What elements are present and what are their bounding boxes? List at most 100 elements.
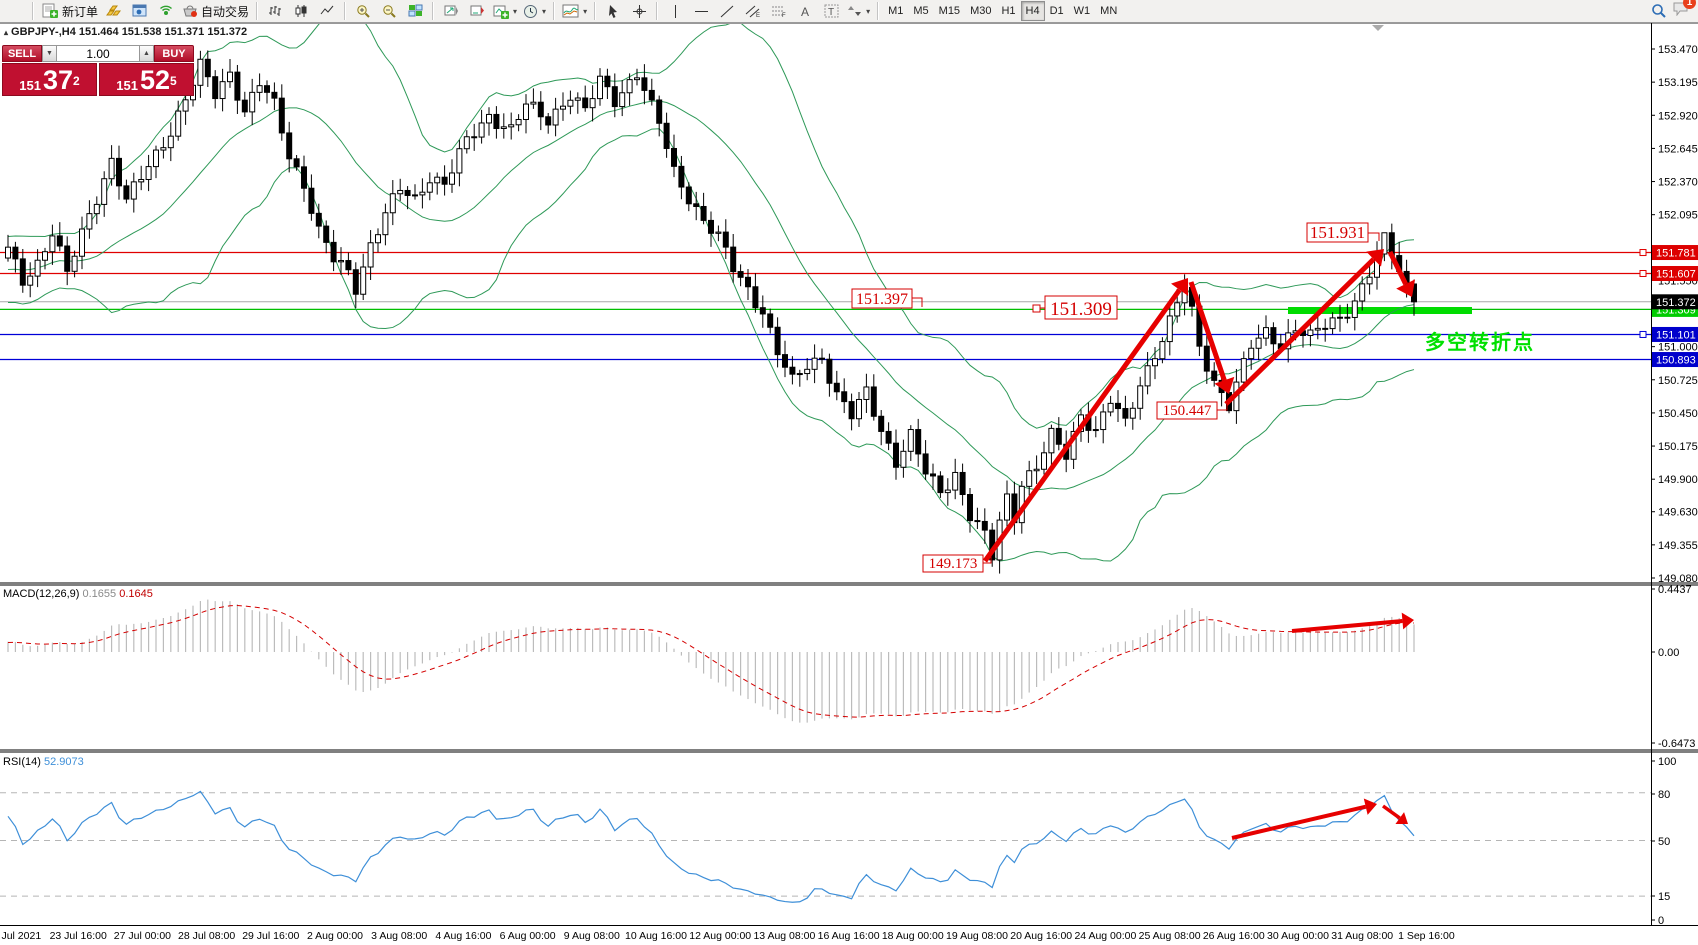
trend-arrows[interactable] <box>982 249 1416 563</box>
svg-text:149.900: 149.900 <box>1658 474 1698 486</box>
templates-button[interactable]: ▾ <box>559 0 590 22</box>
hline-button[interactable] <box>688 0 714 22</box>
signals-button[interactable] <box>153 0 179 22</box>
one-click-trading-panel: SELL ▼ 1.00 ▲ BUY 151 37 2 151 52 5 <box>2 45 194 96</box>
timeframe-button-d1[interactable]: D1 <box>1049 5 1064 17</box>
trendline-button[interactable] <box>714 0 740 22</box>
svg-text:3 Aug 08:00: 3 Aug 08:00 <box>371 930 427 942</box>
autotrade-icon <box>182 4 198 18</box>
callout-149.173[interactable]: 149.173 <box>922 554 992 573</box>
notifications-button[interactable]: 1 <box>1673 0 1696 21</box>
channel-button[interactable]: E <box>740 0 766 22</box>
cursor-button[interactable] <box>600 0 626 22</box>
svg-text:25 Aug 08:00: 25 Aug 08:00 <box>1139 930 1201 942</box>
crosshair-icon <box>632 4 647 19</box>
buy-price-prefix: 151 <box>116 78 138 93</box>
svg-text:150.450: 150.450 <box>1658 408 1698 420</box>
chart-cursor-icon <box>2 0 28 22</box>
tile-windows-icon <box>408 4 423 18</box>
line-endpoint-marker[interactable] <box>1639 330 1647 338</box>
macd-arrow[interactable] <box>1291 612 1414 633</box>
svg-text:2 Aug 00:00: 2 Aug 00:00 <box>307 930 363 942</box>
new-chart-icon <box>493 4 510 19</box>
svg-text:E: E <box>756 13 760 18</box>
label-icon: T <box>824 4 839 18</box>
arrows-button[interactable]: ▾ <box>844 0 873 22</box>
auto-scroll-button[interactable] <box>438 0 464 22</box>
timeframe-button-mn[interactable]: MN <box>1100 5 1118 17</box>
toolbar-separator <box>32 2 34 20</box>
toolbar-separator <box>877 2 880 20</box>
buy-price-button[interactable]: 151 52 5 <box>99 63 194 96</box>
timeframe-button-m30[interactable]: M30 <box>970 5 992 17</box>
toolbar-button-label: 新订单 <box>62 4 99 19</box>
timeframe-button-m15[interactable]: M15 <box>938 5 961 17</box>
svg-text:9 Aug 08:00: 9 Aug 08:00 <box>564 930 620 942</box>
object-marker-icon: ▴ <box>4 28 9 37</box>
timeframe-button-h1[interactable]: H1 <box>1001 5 1016 17</box>
text-button[interactable]: A <box>792 0 818 22</box>
svg-text:151.101: 151.101 <box>1656 329 1696 341</box>
candle-chart-icon <box>294 4 308 18</box>
callout-151.931[interactable]: 151.931 <box>1306 222 1380 243</box>
rsi-arrow[interactable] <box>1231 798 1377 840</box>
text-label-button[interactable]: T <box>818 0 844 22</box>
line-endpoint-marker[interactable] <box>1639 269 1647 277</box>
chart-shift-marker[interactable] <box>1372 25 1384 31</box>
support-zone-bar[interactable] <box>1288 307 1472 314</box>
svg-text:23 Jul 16:00: 23 Jul 16:00 <box>50 930 107 942</box>
main-chart-panel[interactable] <box>0 8 1651 574</box>
timeframe-button-h4[interactable]: H4 <box>1020 1 1045 21</box>
cn-annotation-text[interactable]: 多空转折点 <box>1425 330 1535 354</box>
sell-button[interactable]: SELL <box>2 45 42 62</box>
line-chart-button[interactable] <box>314 0 340 22</box>
callout-151.309[interactable]: 151.309 <box>1032 295 1118 320</box>
rsi-panel[interactable] <box>0 790 1651 903</box>
line-endpoint-marker[interactable] <box>1639 249 1647 257</box>
timeframe-button-m1[interactable]: M1 <box>888 5 904 17</box>
timeframe-button-w1[interactable]: W1 <box>1073 5 1091 17</box>
new-order-button[interactable]: 新订单 <box>38 0 101 22</box>
rsi-label: RSI(14) 52.9073 <box>3 756 84 768</box>
svg-text:152.920: 152.920 <box>1658 110 1698 122</box>
svg-text:22 Jul 2021: 22 Jul 2021 <box>0 930 41 942</box>
volume-down-button[interactable]: ▼ <box>42 45 57 62</box>
vline-button[interactable] <box>662 0 688 22</box>
macd-panel[interactable] <box>7 599 1415 723</box>
data-window-button[interactable] <box>127 0 153 22</box>
svg-text:15: 15 <box>1658 891 1670 903</box>
tile-windows-button[interactable] <box>402 0 428 22</box>
crosshair-button[interactable] <box>626 0 652 22</box>
autotrade-button[interactable]: 自动交易 <box>179 0 252 22</box>
svg-text:31 Aug 08:00: 31 Aug 08:00 <box>1331 930 1393 942</box>
chart-shift-button[interactable] <box>464 0 490 22</box>
indicators-button[interactable]: ▾ <box>490 0 520 22</box>
buy-button[interactable]: BUY <box>154 45 194 62</box>
callout-150.447[interactable]: 150.447 <box>1156 401 1228 420</box>
volume-up-button[interactable]: ▲ <box>139 45 154 62</box>
toolbar-separator <box>553 2 556 20</box>
trendline-icon <box>720 5 735 18</box>
svg-text:13 Aug 08:00: 13 Aug 08:00 <box>753 930 815 942</box>
periods-button[interactable]: ▾ <box>520 0 549 22</box>
svg-text:0.00: 0.00 <box>1658 647 1679 659</box>
zoom-in-button[interactable] <box>350 0 376 22</box>
callout-151.397[interactable]: 151.397 <box>851 288 923 309</box>
timeframe-button-m5[interactable]: M5 <box>913 5 929 17</box>
candle-chart-button[interactable] <box>288 0 314 22</box>
search-icon[interactable] <box>1651 3 1667 19</box>
sell-price-button[interactable]: 151 37 2 <box>2 63 97 96</box>
fibonacci-button[interactable]: F <box>766 0 792 22</box>
svg-text:149.080: 149.080 <box>1658 573 1698 585</box>
market-watch-button[interactable] <box>101 0 127 22</box>
svg-text:20 Aug 16:00: 20 Aug 16:00 <box>1010 930 1072 942</box>
zoom-out-button[interactable] <box>376 0 402 22</box>
bar-chart-button[interactable] <box>262 0 288 22</box>
rsi-arrow[interactable] <box>1381 804 1408 825</box>
volume-input[interactable]: 1.00 <box>57 45 139 62</box>
window-blue-icon <box>132 4 148 18</box>
svg-text:0.4437: 0.4437 <box>1658 584 1692 596</box>
line-chart-icon <box>320 4 334 18</box>
